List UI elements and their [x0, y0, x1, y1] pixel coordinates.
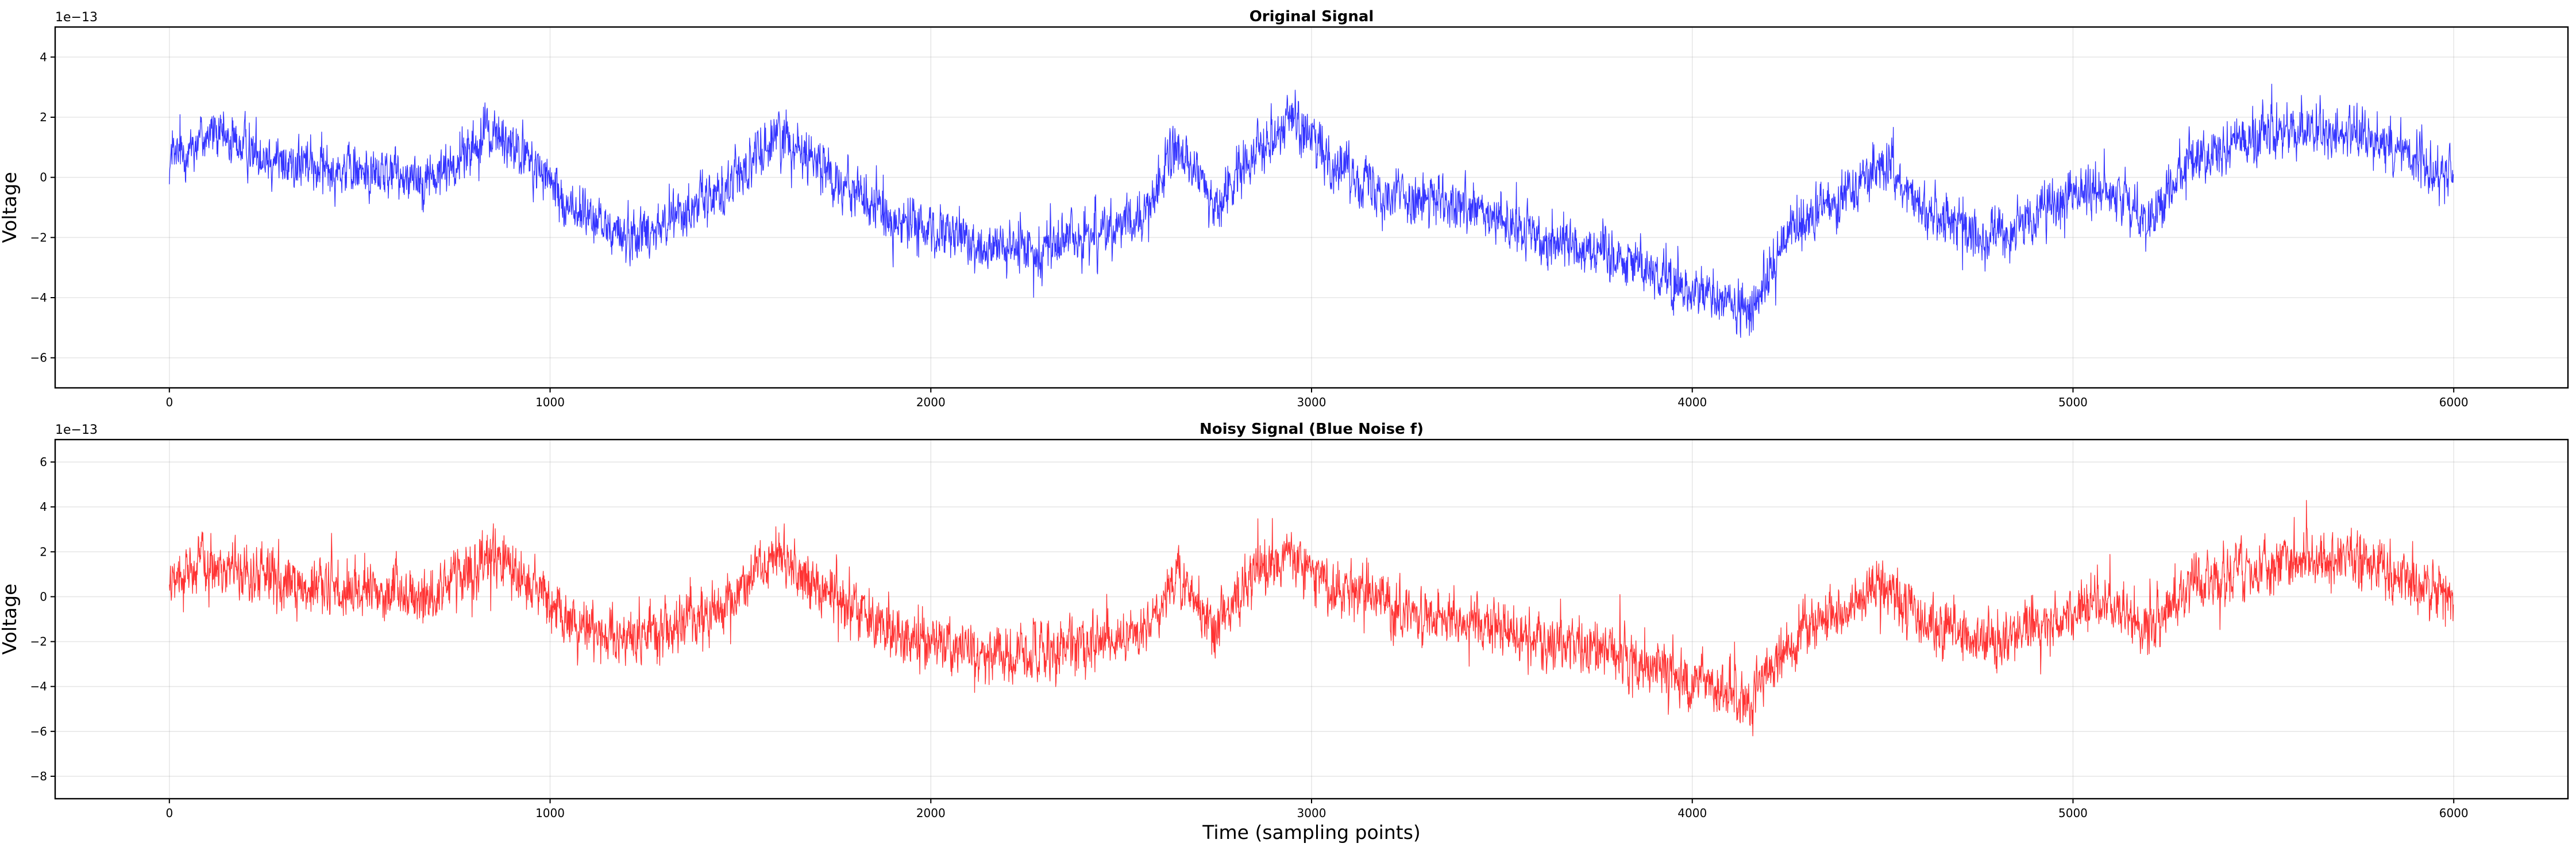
- y-tick-label: −2: [30, 230, 47, 244]
- y-tick-label: −6: [30, 351, 47, 365]
- y-tick-label: 2: [40, 545, 47, 559]
- x-axis-label: Time (sampling points): [1202, 821, 1421, 844]
- signal-line: [169, 500, 2454, 737]
- x-tick-label: 4000: [1678, 806, 1707, 820]
- x-ticks: 0 1000 2000 3000 4000 5000 6000: [165, 388, 2469, 409]
- x-tick-label: 5000: [2058, 395, 2088, 409]
- x-tick-label: 2000: [916, 395, 946, 409]
- x-tick-label: 0: [165, 806, 173, 820]
- x-tick-label: 3000: [1297, 806, 1326, 820]
- y-offset-label: 1e−13: [55, 10, 98, 25]
- y-tick-label: −2: [30, 635, 47, 649]
- x-tick-label: 1000: [535, 395, 565, 409]
- chart-title: Noisy Signal (Blue Noise f): [1200, 421, 1424, 438]
- y-tick-label: −6: [30, 725, 47, 738]
- y-ticks: −8 −6 −4 −2 0 2 4 6: [30, 455, 55, 783]
- y-tick-label: 6: [40, 455, 47, 469]
- grid-lines: [55, 27, 2568, 388]
- y-axis-label: Voltage: [0, 172, 21, 243]
- x-tick-label: 6000: [2439, 806, 2469, 820]
- x-tick-label: 5000: [2058, 806, 2088, 820]
- x-ticks: 0 1000 2000 3000 4000 5000 6000: [165, 799, 2469, 820]
- x-tick-label: 6000: [2439, 395, 2469, 409]
- noisy-signal-panel: Noisy Signal (Blue Noise f) 1e−13 Voltag…: [0, 421, 2569, 844]
- x-tick-label: 3000: [1297, 395, 1326, 409]
- y-tick-label: 2: [40, 110, 47, 124]
- x-tick-label: 0: [165, 395, 173, 409]
- y-axis-label: Voltage: [0, 584, 21, 655]
- grid-lines: [55, 440, 2568, 799]
- x-tick-label: 4000: [1678, 395, 1707, 409]
- y-tick-label: 4: [40, 50, 47, 64]
- y-tick-label: 0: [40, 171, 47, 184]
- y-tick-label: −8: [30, 769, 47, 783]
- chart-title: Original Signal: [1250, 8, 1374, 25]
- signal-line: [169, 83, 2454, 338]
- x-tick-label: 1000: [535, 806, 565, 820]
- y-tick-label: 0: [40, 590, 47, 603]
- y-tick-label: −4: [30, 291, 47, 305]
- y-tick-label: −4: [30, 680, 47, 694]
- y-ticks: −6 −4 −2 0 2 4: [30, 50, 55, 365]
- y-tick-label: 4: [40, 500, 47, 514]
- original-signal-panel: Original Signal 1e−13 Voltage 0 1000 2000 3…: [0, 8, 2569, 409]
- y-offset-label: 1e−13: [55, 423, 98, 437]
- x-tick-label: 2000: [916, 806, 946, 820]
